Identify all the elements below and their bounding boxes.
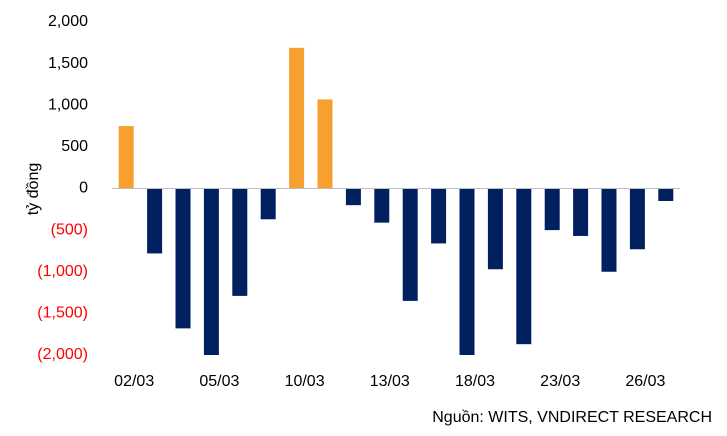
bar — [516, 188, 532, 345]
bar — [658, 188, 674, 201]
y-tick-label: 500 — [61, 138, 88, 155]
x-tick-label: 02/03 — [114, 373, 154, 390]
y-tick-label: 1,500 — [48, 55, 88, 72]
x-tick-label: 10/03 — [285, 373, 325, 390]
bar — [573, 188, 589, 236]
x-tick-label: 26/03 — [625, 373, 665, 390]
bar — [431, 188, 447, 244]
x-tick-label: 05/03 — [199, 373, 239, 390]
bar — [147, 188, 163, 254]
bar — [544, 188, 560, 231]
bar — [260, 188, 276, 220]
bar — [175, 188, 191, 329]
y-tick-label: 2,000 — [48, 13, 88, 30]
bar — [459, 188, 475, 355]
bar — [402, 188, 418, 301]
x-tick-label: 13/03 — [370, 373, 410, 390]
y-tick-label: (1,000) — [37, 263, 88, 280]
x-tick-label: 23/03 — [540, 373, 580, 390]
bar — [118, 126, 134, 189]
bar — [203, 188, 219, 355]
y-tick-label: 1,000 — [48, 96, 88, 113]
bar — [374, 188, 390, 223]
bar — [232, 188, 248, 296]
bar — [289, 47, 305, 189]
bar — [601, 188, 617, 272]
x-tick-label: 18/03 — [455, 373, 495, 390]
y-axis-label: tỷ đồng — [25, 163, 42, 215]
source-note: Nguồn: WITS, VNDIRECT RESEARCH — [432, 409, 712, 426]
bar — [629, 188, 645, 250]
y-tick-label: (500) — [51, 221, 88, 238]
bar — [345, 188, 361, 206]
bar — [317, 99, 333, 189]
y-tick-label: (1,500) — [37, 305, 88, 322]
bar — [487, 188, 503, 270]
y-tick-label: 0 — [79, 180, 88, 197]
y-tick-label: (2,000) — [37, 346, 88, 363]
